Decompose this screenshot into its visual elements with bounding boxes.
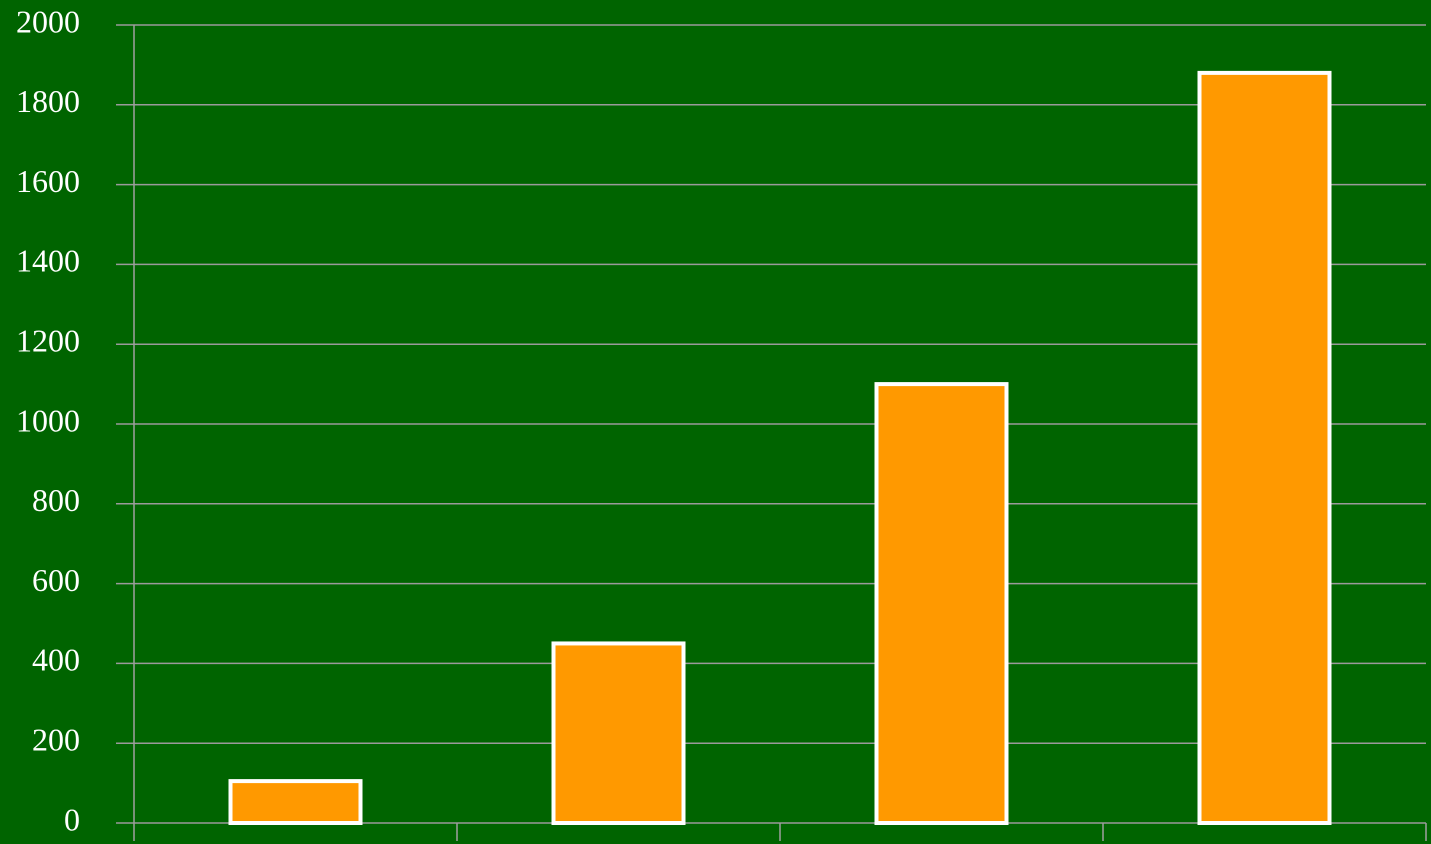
bar: [231, 781, 361, 823]
y-tick-label: 1200: [16, 323, 80, 359]
y-tick-label: 400: [32, 642, 80, 678]
bar: [554, 643, 684, 823]
y-tick-label: 600: [32, 562, 80, 598]
bar: [1200, 73, 1330, 823]
y-tick-label: 1400: [16, 243, 80, 279]
y-tick-label: 1000: [16, 402, 80, 438]
y-tick-label: 800: [32, 482, 80, 518]
page: 0200400600800100012001400160018002000 ((…: [0, 0, 1431, 844]
y-tick-label: 1800: [16, 83, 80, 119]
y-tick-label: 200: [32, 722, 80, 758]
y-tick-label: 2000: [16, 3, 80, 39]
bar: [877, 384, 1007, 823]
y-tick-label: 0: [64, 801, 80, 837]
y-tick-label: 1600: [16, 163, 80, 199]
chart: 0 200 400 600 800 1000 1200 1400 1600 1800 2000: [0, 0, 1431, 844]
